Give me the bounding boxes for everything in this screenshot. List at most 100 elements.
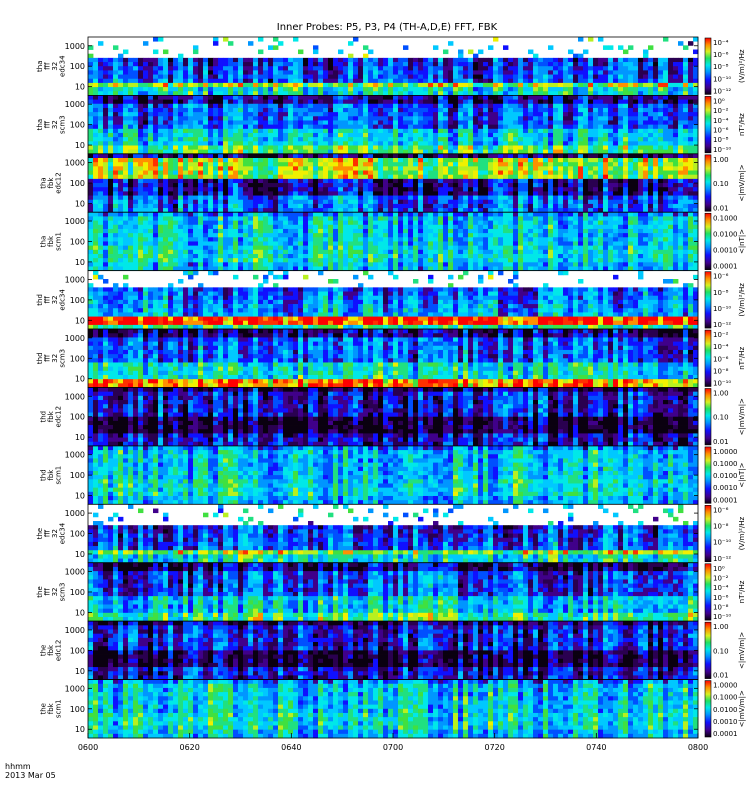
heatmap-cell: [298, 82, 304, 88]
heatmap-cell: [638, 82, 644, 88]
y-tick-label: 100: [70, 121, 85, 130]
heatmap-cell: [218, 199, 224, 205]
heatmap-cell: [668, 191, 674, 196]
heatmap-cell: [248, 137, 254, 142]
heatmap-cell: [278, 195, 284, 201]
heatmap-cell: [268, 141, 274, 146]
heatmap-cell: [298, 195, 304, 201]
heatmap-cell: [503, 45, 509, 50]
heatmap-cell: [373, 162, 379, 167]
heatmap-cell: [443, 87, 449, 92]
heatmap-cell: [253, 107, 259, 113]
heatmap-cell: [558, 128, 564, 134]
heatmap-cell: [333, 62, 339, 67]
heatmap-cell: [203, 199, 209, 205]
heatmap-cell: [153, 70, 159, 75]
heatmap-cell: [218, 99, 224, 105]
heatmap-cell: [108, 137, 114, 142]
heatmap-cell: [253, 66, 259, 71]
heatmap-cell: [318, 191, 324, 196]
heatmap-cell: [598, 153, 604, 159]
heatmap-cell: [308, 166, 314, 171]
heatmap-cell: [623, 162, 629, 167]
heatmap-cell: [223, 162, 229, 167]
heatmap-cell: [148, 141, 154, 146]
heatmap-cell: [523, 70, 529, 75]
heatmap-cell: [158, 153, 164, 159]
heatmap-cell: [93, 99, 99, 105]
heatmap-cell: [203, 203, 209, 209]
heatmap-cell: [508, 199, 514, 205]
heatmap-cell: [543, 132, 549, 138]
heatmap-cell: [98, 62, 104, 67]
heatmap-cell: [123, 191, 129, 196]
heatmap-cell: [333, 158, 339, 163]
heatmap-cell: [103, 145, 109, 151]
heatmap-cell: [593, 87, 599, 92]
heatmap-cell: [438, 145, 444, 151]
heatmap-cell: [98, 124, 104, 130]
heatmap-cell: [138, 249, 144, 255]
heatmap-cell: [618, 95, 624, 100]
heatmap-cell: [163, 262, 169, 267]
heatmap-cell: [263, 103, 269, 109]
heatmap-cell: [253, 187, 259, 192]
heatmap-cell: [273, 158, 279, 163]
heatmap-cell: [508, 78, 514, 84]
heatmap-cell: [408, 208, 414, 213]
heatmap-cell: [213, 141, 219, 146]
heatmap-cell: [318, 95, 324, 100]
heatmap-cell: [203, 132, 209, 138]
heatmap-cell: [278, 208, 284, 213]
heatmap-cell: [688, 124, 694, 130]
heatmap-cell: [488, 91, 494, 96]
heatmap-cell: [608, 99, 614, 105]
heatmap-cell: [608, 137, 614, 142]
heatmap-cell: [203, 57, 209, 63]
heatmap-cell: [233, 174, 239, 180]
heatmap-cell: [623, 74, 629, 80]
heatmap-cell: [108, 228, 114, 234]
heatmap-cell: [233, 132, 239, 138]
heatmap-cell: [98, 162, 104, 167]
heatmap-cell: [553, 195, 559, 201]
heatmap-cell: [143, 162, 149, 167]
heatmap-cell: [133, 170, 139, 176]
heatmap-cell: [528, 137, 534, 142]
heatmap-cell: [578, 170, 584, 176]
heatmap-cell: [283, 128, 289, 134]
heatmap-cell: [413, 203, 419, 209]
heatmap-cell: [573, 99, 579, 105]
heatmap-cell: [173, 91, 179, 96]
heatmap-cell: [468, 74, 474, 80]
heatmap-cell: [183, 249, 189, 255]
heatmap-cell: [648, 87, 654, 92]
heatmap-cell: [338, 191, 344, 196]
heatmap-cell: [118, 141, 124, 146]
heatmap-cell: [648, 203, 654, 209]
heatmap-cell: [203, 262, 209, 267]
heatmap-cell: [98, 57, 104, 63]
heatmap-cell: [608, 87, 614, 92]
heatmap-cell: [408, 132, 414, 138]
heatmap-cell: [313, 116, 319, 121]
heatmap-cell: [608, 116, 614, 121]
heatmap-cell: [373, 149, 379, 155]
heatmap-cell: [278, 149, 284, 155]
heatmap-cell: [208, 116, 214, 121]
heatmap-cell: [668, 124, 674, 130]
heatmap-cell: [438, 137, 444, 142]
heatmap-cell: [368, 70, 374, 75]
heatmap-cell: [378, 116, 384, 121]
heatmap-cell: [183, 74, 189, 80]
heatmap-cell: [468, 95, 474, 100]
heatmap-cell: [273, 191, 279, 196]
heatmap-cell: [358, 170, 364, 176]
heatmap-cell: [118, 212, 124, 217]
heatmap-cell: [298, 57, 304, 63]
heatmap-cell: [568, 78, 574, 84]
heatmap-cell: [248, 195, 254, 201]
heatmap-cell: [398, 74, 404, 80]
heatmap-cell: [228, 112, 234, 117]
heatmap-cell: [613, 78, 619, 84]
